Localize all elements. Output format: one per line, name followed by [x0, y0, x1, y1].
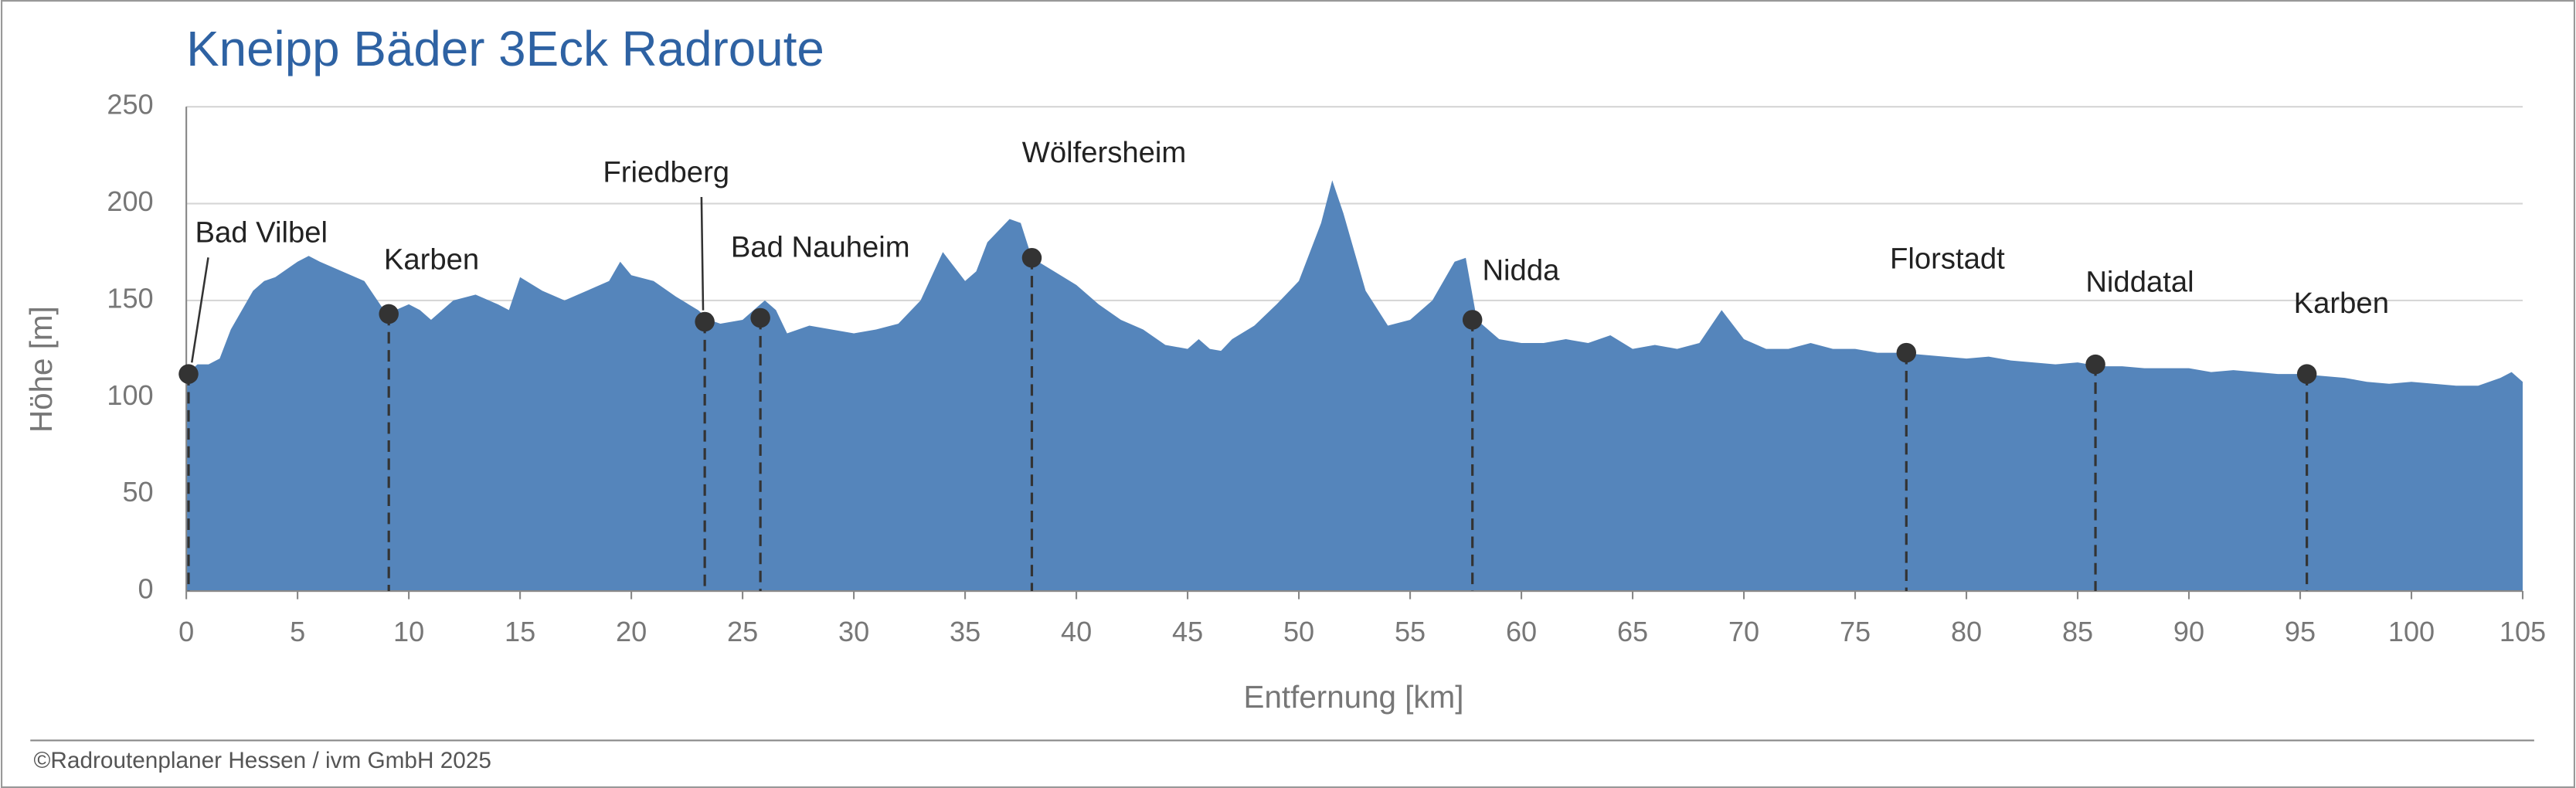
marker: [2085, 354, 2105, 375]
y-tick-label: 150: [107, 282, 153, 314]
marker: [1896, 342, 1917, 363]
x-tick-label: 70: [1728, 616, 1759, 647]
y-tick-label: 50: [122, 476, 153, 508]
y-axis-label: Höhe [m]: [23, 306, 59, 433]
x-tick-label: 80: [1951, 616, 1982, 647]
marker-label: Friedberg: [603, 155, 729, 189]
y-tick-label: 200: [107, 185, 153, 217]
x-tick-label: 90: [2173, 616, 2204, 647]
marker-label: Nidda: [1482, 253, 1560, 287]
x-tick-label: 25: [727, 616, 758, 647]
elevation-area: [186, 180, 2523, 592]
x-tick-label: 60: [1506, 616, 1537, 647]
x-tick-label: 15: [505, 616, 535, 647]
x-tick-label: 35: [950, 616, 980, 647]
marker: [1462, 310, 1483, 330]
x-tick-label: 40: [1061, 616, 1092, 647]
x-axis-label: Entfernung [km]: [1244, 679, 1464, 715]
marker-label: Karben: [384, 243, 479, 277]
marker-label: Niddatal: [2085, 266, 2194, 299]
x-tick-label: 30: [838, 616, 869, 647]
marker-label: Wölfersheim: [1022, 136, 1187, 169]
y-tick-label: 100: [107, 379, 153, 411]
x-tick-label: 100: [2388, 616, 2435, 647]
marker-label: Florstadt: [1890, 243, 2005, 276]
x-tick-label: 5: [290, 616, 305, 647]
x-tick-label: 75: [1840, 616, 1871, 647]
marker-label: Bad Nauheim: [731, 230, 910, 263]
y-tick-label: 250: [107, 89, 153, 121]
marker: [750, 307, 770, 328]
marker: [379, 304, 399, 324]
x-tick-label: 20: [616, 616, 647, 647]
leader-line: [700, 196, 705, 311]
x-tick-label: 55: [1395, 616, 1426, 647]
marker-label: Karben: [2294, 287, 2389, 320]
x-tick-label: 10: [393, 616, 424, 647]
x-tick-label: 95: [2285, 616, 2316, 647]
leader-line: [190, 257, 209, 363]
y-tick-label: 0: [138, 573, 154, 605]
x-tick-label: 105: [2500, 616, 2546, 647]
marker: [2296, 364, 2317, 384]
x-tick-label: 45: [1172, 616, 1203, 647]
x-tick-label: 0: [178, 616, 194, 647]
marker: [178, 364, 199, 384]
marker: [695, 311, 715, 332]
source: ©Radroutenplaner Hessen / ivm GmbH 2025: [34, 748, 491, 773]
chart-title: Kneipp Bäder 3Eck Radroute: [186, 21, 824, 76]
marker-label: Bad Vilbel: [195, 216, 328, 250]
x-tick-label: 85: [2062, 616, 2093, 647]
x-tick-label: 50: [1283, 616, 1314, 647]
x-tick-label: 65: [1617, 616, 1648, 647]
marker: [1021, 247, 1042, 268]
